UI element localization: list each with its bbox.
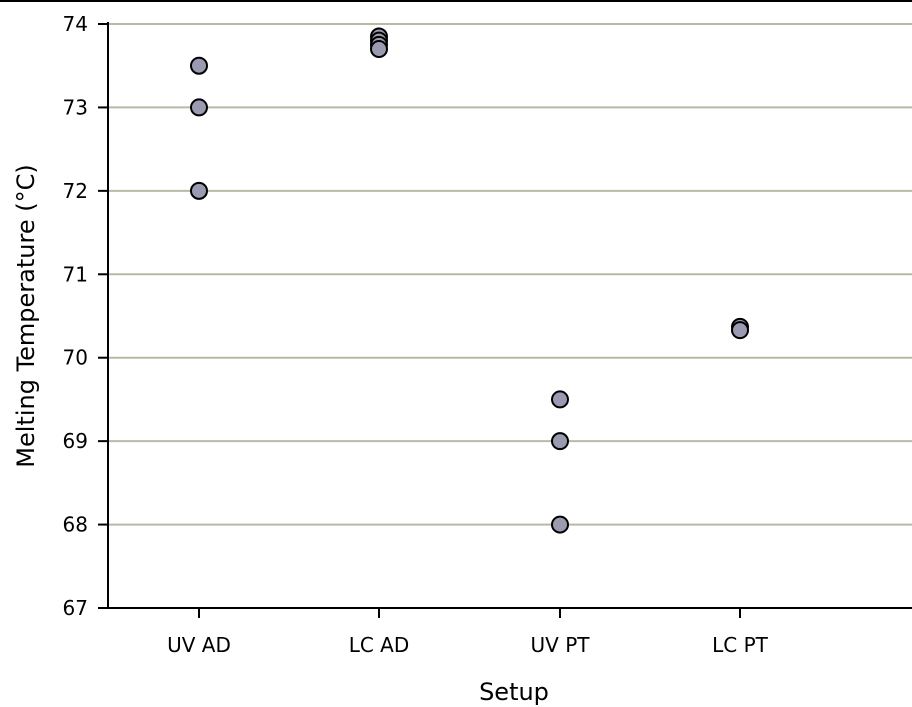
x-tick-label-lc-pt: LC PT bbox=[712, 633, 769, 657]
y-tick-labels: 67 68 69 70 71 72 73 74 bbox=[63, 12, 88, 620]
y-tick-label-68: 68 bbox=[63, 513, 88, 537]
point-uv-pt-3 bbox=[551, 515, 569, 534]
y-tick-label-70: 70 bbox=[63, 346, 88, 370]
point-lc-pt-2 bbox=[731, 321, 749, 340]
x-tick-label-uv-ad: UV AD bbox=[167, 633, 231, 657]
axes bbox=[98, 22, 912, 618]
point-uv-ad-1 bbox=[190, 56, 208, 75]
point-lc-ad-4 bbox=[370, 40, 388, 59]
x-tick-labels: UV AD LC AD UV PT LC PT bbox=[167, 633, 769, 657]
y-tick-label-72: 72 bbox=[63, 179, 88, 203]
y-tick-label-71: 71 bbox=[63, 262, 88, 286]
data-points bbox=[190, 27, 749, 534]
gridlines bbox=[108, 23, 912, 526]
y-tick-label-74: 74 bbox=[63, 12, 88, 36]
point-uv-pt-1 bbox=[551, 390, 569, 409]
y-tick-label-69: 69 bbox=[63, 429, 88, 453]
x-tick-label-lc-ad: LC AD bbox=[349, 633, 410, 657]
point-uv-pt-2 bbox=[551, 432, 569, 451]
x-tick-label-uv-pt: UV PT bbox=[531, 633, 591, 657]
x-axis-title: Setup bbox=[479, 678, 549, 706]
point-uv-ad-3 bbox=[190, 181, 208, 200]
point-uv-ad-2 bbox=[190, 98, 208, 117]
y-tick-label-73: 73 bbox=[63, 95, 88, 119]
y-tick-label-67: 67 bbox=[63, 596, 88, 620]
y-axis-title: Melting Temperature (°C) bbox=[12, 164, 40, 467]
